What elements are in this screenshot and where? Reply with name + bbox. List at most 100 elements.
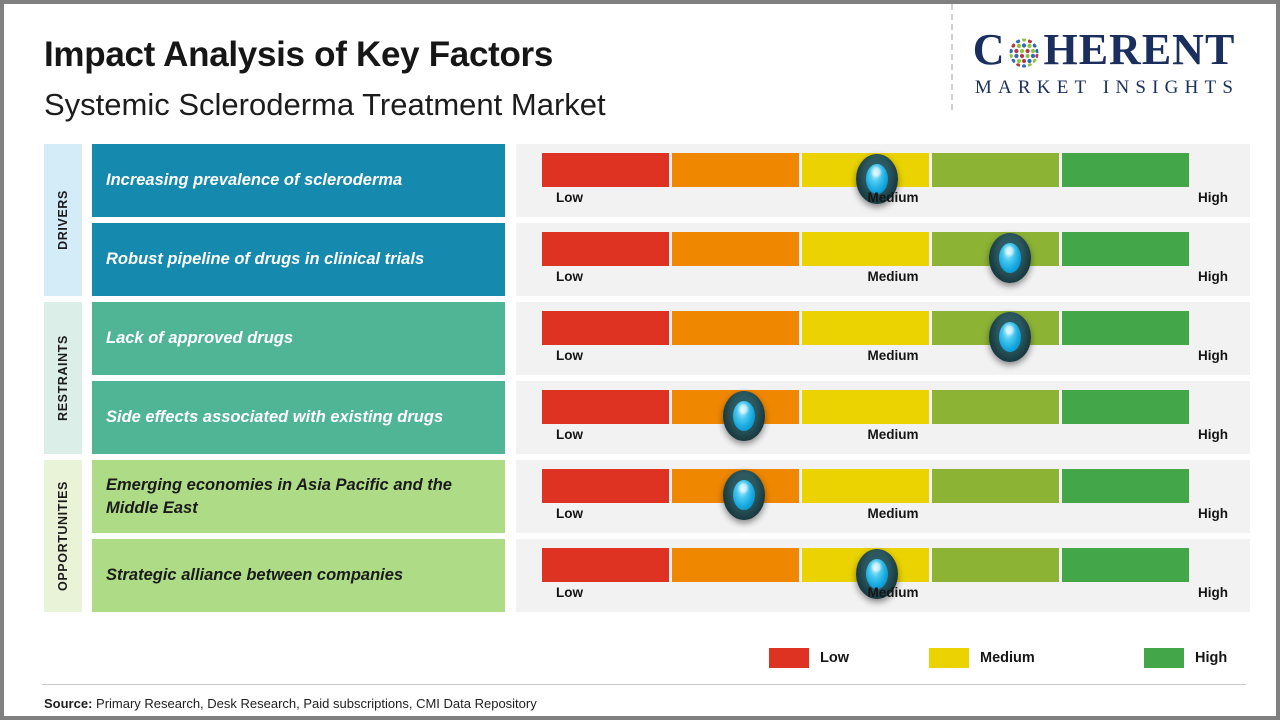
category-label-text: OPPORTUNITIES — [56, 481, 70, 591]
gauge-tick-labels: Low Medium High — [542, 269, 1244, 289]
gauge-scale-bar — [542, 548, 1192, 599]
gauge-label-high: High — [1198, 427, 1228, 442]
impact-gauge[interactable]: Low Medium High — [516, 302, 1250, 375]
gauge-segment-3 — [802, 390, 929, 424]
gauge-segment-3 — [802, 469, 929, 503]
gauge-segment-5 — [1062, 153, 1189, 187]
gauge-segment-1 — [542, 153, 669, 187]
logo-text-herent: HERENT — [1043, 25, 1236, 74]
factor-box[interactable]: Strategic alliance between companies — [92, 539, 505, 612]
gauge-scale-bar — [542, 153, 1192, 204]
gauge-scale-bar — [542, 311, 1192, 362]
impact-marker[interactable] — [989, 233, 1031, 283]
legend-swatch-low — [769, 648, 809, 668]
gauge-segment-4 — [932, 469, 1059, 503]
source-label: Source: — [44, 696, 93, 711]
gauge-segment-5 — [1062, 232, 1189, 266]
impact-marker[interactable] — [989, 312, 1031, 362]
factor-box[interactable]: Lack of approved drugs — [92, 302, 505, 375]
gauge-segment-2 — [672, 548, 799, 582]
gauge-scale-bar — [542, 232, 1192, 283]
gauge-segment-1 — [542, 311, 669, 345]
gauge-segment-1 — [542, 469, 669, 503]
legend-swatch-high — [1144, 648, 1184, 668]
gauge-segment-1 — [542, 548, 669, 582]
factor-label: Strategic alliance between companies — [106, 566, 404, 584]
category-label-opportunities: OPPORTUNITIES — [44, 460, 82, 612]
gauge-label-high: High — [1198, 506, 1228, 521]
gauge-tick-labels: Low Medium High — [542, 427, 1244, 447]
gauge-segment-1 — [542, 390, 669, 424]
gauge-label-medium: Medium — [867, 427, 919, 442]
gauge-label-medium: Medium — [867, 506, 919, 521]
impact-legend: Low Medium High — [769, 648, 1229, 672]
impact-marker[interactable] — [722, 470, 765, 520]
legend-swatch-medium — [929, 648, 969, 668]
impact-marker[interactable] — [855, 154, 898, 204]
factor-box[interactable]: Increasing prevalence of scleroderma — [92, 144, 505, 217]
impact-gauge[interactable]: Low Medium High — [516, 223, 1250, 296]
gauge-segment-1 — [542, 232, 669, 266]
impact-gauge[interactable]: Low Medium High — [516, 460, 1250, 533]
legend-label: High — [1195, 650, 1228, 666]
globe-sphere-icon — [1006, 34, 1042, 71]
factor-box[interactable]: Robust pipeline of drugs in clinical tri… — [92, 223, 505, 296]
source-divider — [42, 684, 1246, 685]
logo-wordmark: C — [954, 26, 1254, 74]
gauge-label-medium: Medium — [867, 269, 919, 284]
gauge-label-low: Low — [556, 585, 583, 600]
gauge-segment-3 — [802, 232, 929, 266]
category-label-drivers: DRIVERS — [44, 144, 82, 296]
gauge-segment-5 — [1062, 469, 1189, 503]
gauge-label-low: Low — [556, 190, 583, 205]
gauge-segment-4 — [932, 153, 1059, 187]
gauge-tick-labels: Low Medium High — [542, 190, 1244, 210]
category-label-restraints: RESTRAINTS — [44, 302, 82, 454]
logo-letter-c: C — [972, 25, 1006, 74]
legend-item: Low — [769, 648, 849, 668]
gauge-segment-4 — [932, 548, 1059, 582]
impact-gauge[interactable]: Low Medium High — [516, 144, 1250, 217]
source-note: Source: Primary Research, Desk Research,… — [44, 696, 537, 711]
category-label-text: RESTRAINTS — [56, 335, 70, 421]
factor-label: Robust pipeline of drugs in clinical tri… — [106, 250, 425, 268]
gauge-scale-bar — [542, 390, 1192, 441]
legend-item: High — [1144, 648, 1227, 668]
source-text: Primary Research, Desk Research, Paid su… — [92, 696, 537, 711]
legend-label: Low — [820, 650, 849, 666]
header-dashed-divider — [951, 4, 953, 110]
impact-marker[interactable] — [855, 549, 898, 599]
factor-label: Emerging economies in Asia Pacific and t… — [106, 475, 452, 517]
factor-label: Increasing prevalence of scleroderma — [106, 171, 403, 189]
gauge-segment-2 — [672, 153, 799, 187]
gauge-scale-bar — [542, 469, 1192, 520]
gauge-tick-labels: Low Medium High — [542, 506, 1244, 526]
gauge-tick-labels: Low Medium High — [542, 585, 1244, 605]
factor-box[interactable]: Emerging economies in Asia Pacific and t… — [92, 460, 505, 533]
impact-marker[interactable] — [722, 391, 765, 441]
impact-gauge[interactable]: Low Medium High — [516, 539, 1250, 612]
category-label-text: DRIVERS — [56, 190, 70, 250]
gauge-label-medium: Medium — [867, 348, 919, 363]
gauge-label-medium: Medium — [867, 585, 919, 600]
company-logo: C — [954, 26, 1254, 99]
gauge-label-high: High — [1198, 348, 1228, 363]
impact-gauge[interactable]: Low Medium High — [516, 381, 1250, 454]
gauge-segment-4 — [932, 390, 1059, 424]
factor-label: Side effects associated with existing dr… — [106, 408, 444, 426]
page-subtitle: Systemic Scleroderma Treatment Market — [44, 87, 606, 122]
gauge-segment-5 — [1062, 311, 1189, 345]
gauge-label-high: High — [1198, 585, 1228, 600]
factor-label: Lack of approved drugs — [106, 329, 294, 347]
gauge-segment-5 — [1062, 548, 1189, 582]
gauge-segment-2 — [672, 232, 799, 266]
gauge-segment-3 — [802, 311, 929, 345]
legend-item: Medium — [929, 648, 1035, 668]
gauge-segment-2 — [672, 311, 799, 345]
gauge-label-low: Low — [556, 427, 583, 442]
factor-box[interactable]: Side effects associated with existing dr… — [92, 381, 505, 454]
logo-tagline: MARKET INSIGHTS — [974, 77, 1240, 98]
gauge-segment-5 — [1062, 390, 1189, 424]
gauge-label-low: Low — [556, 348, 583, 363]
